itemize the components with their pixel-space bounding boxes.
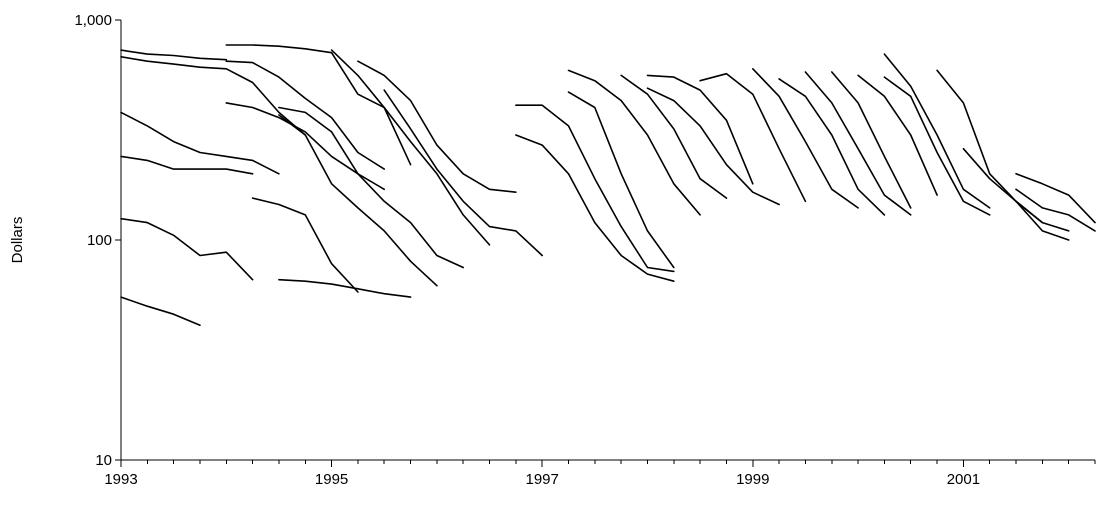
series-line-36 (1015, 200, 1070, 241)
series-line-7 (120, 217, 254, 281)
series-line-8 (120, 296, 201, 327)
x-ticks: 1993 1995 1997 1999 2001 (104, 460, 1096, 488)
y-tick-label: 100 (87, 232, 112, 249)
series-line-17 (515, 104, 675, 273)
series-line-11 (278, 278, 412, 298)
series-line-28 (830, 71, 912, 209)
y-tick-label: 10 (95, 452, 112, 469)
series-line-22 (646, 74, 754, 185)
x-tick-label: 2001 (947, 471, 980, 488)
y-axis: 10 100 1,000 Dollars (9, 12, 122, 469)
series-line-34 (1015, 173, 1096, 224)
series-line-24 (699, 72, 807, 203)
series-line-13 (278, 106, 465, 269)
series-group (120, 44, 1096, 327)
series-line-21 (620, 74, 728, 199)
series-line-5 (120, 111, 280, 175)
series-line-35 (1015, 188, 1096, 232)
series-line-1 (120, 49, 228, 61)
x-tick-label: 1993 (104, 471, 137, 488)
series-line-31 (883, 76, 991, 216)
y-ticks: 10 100 1,000 (74, 12, 121, 469)
series-line-14 (330, 49, 491, 246)
series-line-23 (646, 87, 780, 206)
series-line-15 (357, 60, 517, 193)
x-tick-label: 1999 (736, 471, 769, 488)
series-line-12 (278, 114, 438, 287)
series-line-20 (567, 91, 675, 269)
series-line-16 (383, 89, 544, 257)
x-tick-label: 1995 (315, 471, 348, 488)
series-line-19 (567, 69, 701, 216)
series-line-6 (120, 155, 254, 175)
x-tick-label: 1997 (526, 471, 559, 488)
series-line-10 (251, 197, 359, 293)
series-line-32 (936, 69, 1044, 224)
series-line-29 (857, 74, 938, 196)
series-line-26 (778, 78, 886, 216)
series-line-3 (225, 44, 412, 166)
y-axis-title: Dollars (9, 217, 26, 264)
series-line-4 (225, 60, 386, 170)
y-tick-label: 1,000 (74, 12, 112, 29)
series-line-30 (883, 53, 991, 209)
series-line-18 (515, 134, 675, 283)
series-line-27 (804, 71, 912, 216)
x-axis: 1993 1995 1997 1999 2001 (104, 459, 1096, 488)
series-line-25 (751, 68, 859, 209)
series-line-2 (120, 55, 307, 136)
